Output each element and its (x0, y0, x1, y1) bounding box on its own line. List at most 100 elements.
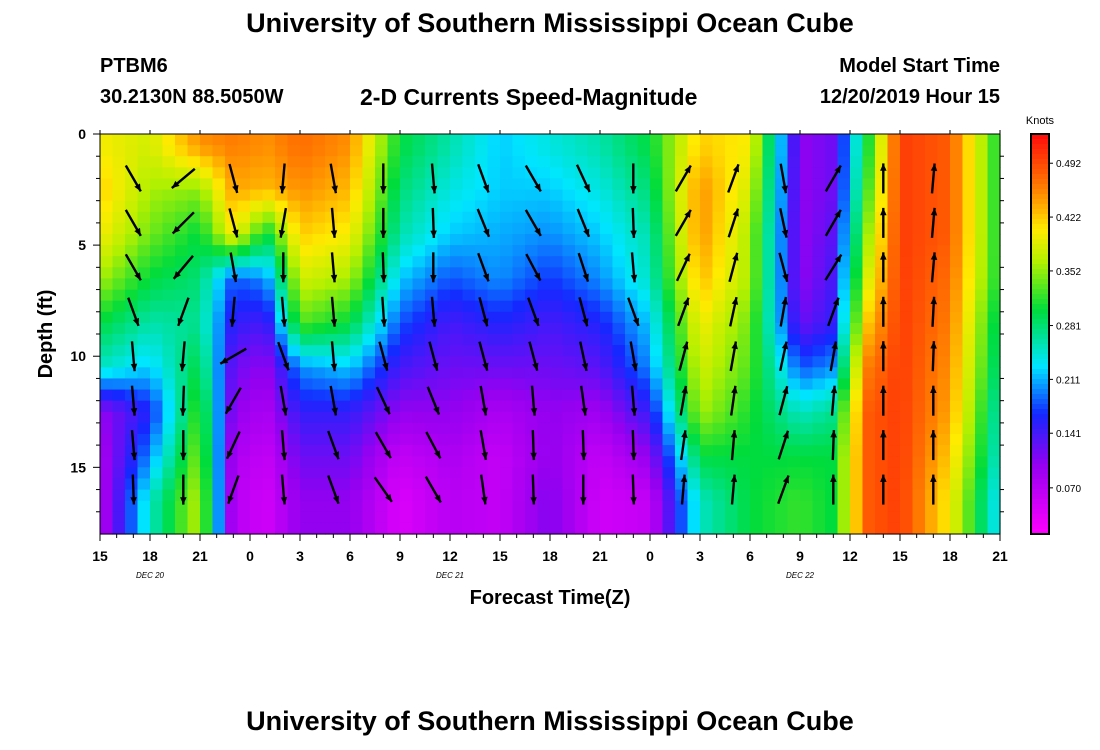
heatmap-cell (962, 500, 976, 513)
heatmap-cell (212, 200, 226, 213)
heatmap-cell (962, 478, 976, 491)
heatmap-cell (225, 322, 239, 335)
heatmap-cell (100, 256, 114, 268)
heatmap-cell (612, 434, 626, 446)
heatmap-cell (300, 156, 314, 168)
colorbar-swatch (1031, 449, 1049, 455)
heatmap-cell (437, 134, 451, 146)
heatmap-cell (962, 322, 976, 335)
heatmap-cell (400, 189, 414, 202)
heatmap-cell (150, 378, 164, 391)
current-vector (524, 164, 542, 193)
heatmap-cell (512, 167, 526, 180)
heatmap-cell (162, 267, 176, 280)
heatmap-cell (387, 178, 401, 191)
heatmap-cell (712, 378, 726, 391)
heatmap-cell (150, 389, 164, 402)
heatmap-cell (212, 522, 226, 535)
heatmap-cell (237, 378, 251, 391)
heatmap-cell (162, 434, 176, 446)
current-vector (580, 474, 587, 505)
heatmap-cell (800, 434, 814, 446)
colorbar-swatch (1031, 414, 1049, 420)
heatmap-cell (737, 345, 751, 357)
colorbar-swatch (1031, 404, 1049, 410)
heatmap-cell (287, 400, 301, 413)
heatmap-cell (562, 378, 576, 391)
current-vector (430, 207, 437, 238)
heatmap-cell (675, 378, 689, 391)
heatmap-cell (537, 189, 551, 202)
heatmap-cell (562, 467, 576, 480)
heatmap-cell (262, 167, 276, 180)
heatmap-cell (187, 256, 201, 268)
heatmap-cell (400, 456, 414, 468)
heatmap-cell (225, 467, 239, 480)
colorbar-swatch (1031, 349, 1049, 355)
heatmap-cell (687, 434, 701, 446)
heatmap-cell (225, 367, 239, 380)
heatmap-cell (262, 389, 276, 402)
heatmap-cell (937, 167, 951, 180)
heatmap-cell (487, 367, 501, 380)
heatmap-cell (987, 211, 1001, 224)
heatmap-cell (175, 200, 189, 213)
heatmap-cell (550, 311, 564, 324)
heatmap-cell (525, 422, 539, 435)
heatmap-cell (937, 189, 951, 202)
heatmap-cell (800, 334, 814, 346)
vector-head (781, 185, 788, 194)
heatmap-cell (937, 500, 951, 513)
heatmap-cell (862, 356, 876, 368)
heatmap-cell (262, 367, 276, 380)
heatmap-cell (950, 389, 964, 402)
vector-head (782, 273, 789, 282)
heatmap-cell (425, 467, 439, 480)
colorbar-swatch (1031, 234, 1049, 240)
heatmap-cell (925, 389, 939, 402)
heatmap-cell (675, 434, 689, 446)
current-vector (179, 385, 187, 416)
heatmap-cell (387, 356, 401, 368)
heatmap-cell (187, 445, 201, 457)
heatmap-cell (987, 456, 1001, 468)
heatmap-cell (525, 311, 539, 324)
current-vector (880, 385, 887, 416)
current-vector (124, 164, 142, 193)
heatmap-cell (150, 200, 164, 213)
heatmap-cell (700, 278, 714, 291)
heatmap-cell (912, 422, 926, 435)
heatmap-cell (225, 378, 239, 391)
heatmap-cell (862, 522, 876, 535)
heatmap-cell (475, 134, 489, 146)
heatmap-cell (712, 400, 726, 413)
heatmap-cell (112, 511, 126, 524)
heatmap-cell (562, 200, 576, 213)
heatmap-cell (425, 445, 439, 457)
current-vector (280, 474, 288, 505)
heatmap-cell (987, 434, 1001, 446)
colorbar-swatch (1031, 204, 1049, 210)
heatmap-cell (875, 156, 889, 168)
vector-head (226, 450, 234, 459)
heatmap-cell (475, 222, 489, 235)
heatmap-cell (800, 389, 814, 402)
heatmap-cell (700, 311, 714, 324)
heatmap-cell (900, 189, 914, 202)
heatmap-cell (887, 511, 901, 524)
heatmap-cell (650, 267, 664, 280)
heatmap-cell (650, 445, 664, 457)
heatmap-cell (562, 434, 576, 446)
heatmap-cell (325, 356, 339, 368)
x-tick-label: 9 (796, 548, 804, 564)
heatmap-cell (237, 167, 251, 180)
current-vector (824, 209, 842, 237)
current-vector (675, 253, 691, 282)
heatmap-cell (950, 267, 964, 280)
heatmap-cell (762, 389, 776, 402)
heatmap-cell (637, 211, 651, 224)
heatmap-cell (200, 422, 214, 435)
heatmap-cell (612, 356, 626, 368)
heatmap-cell (200, 167, 214, 180)
heatmap-cell (625, 411, 639, 424)
